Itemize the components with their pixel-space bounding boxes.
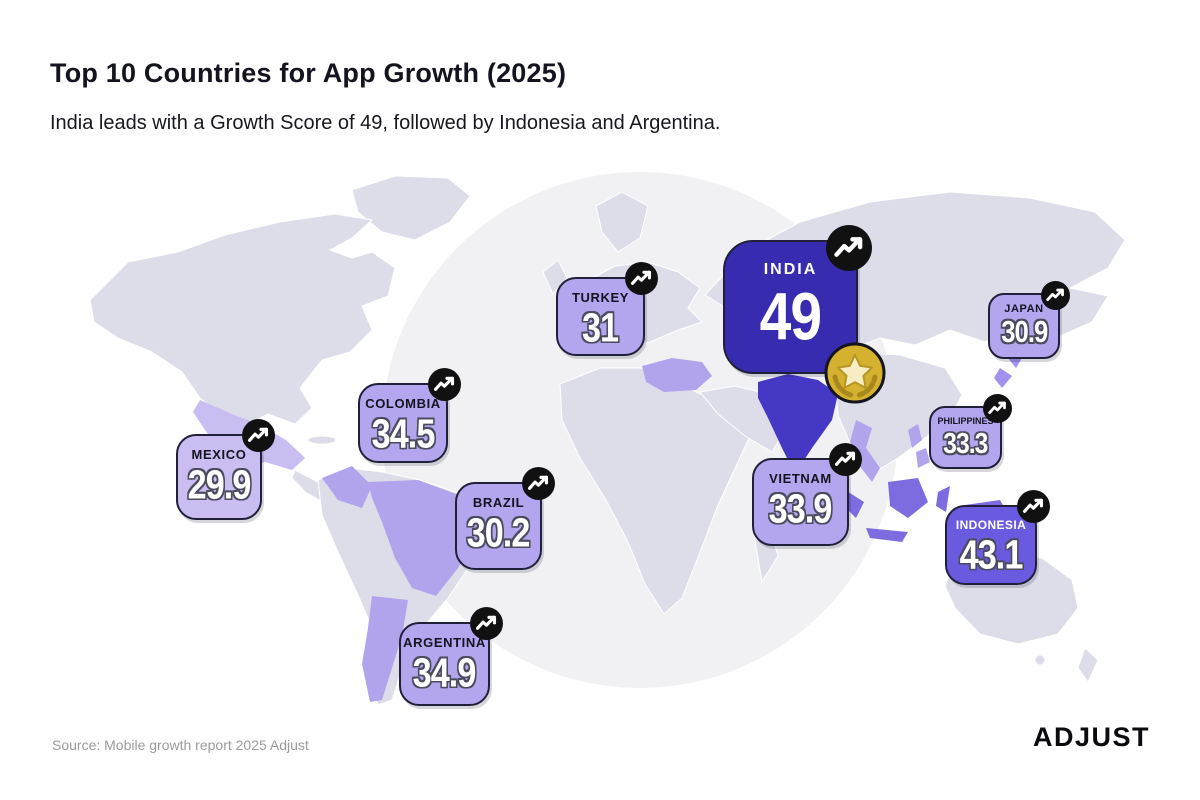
country-label: INDIA <box>763 261 818 278</box>
map-middle-east <box>699 385 793 453</box>
trending-up-icon <box>470 607 503 640</box>
badge-brazil: BRAZIL 30.2 <box>455 467 555 570</box>
badge-turkey: TURKEY 31 <box>556 262 658 356</box>
map-tasmania <box>1034 654 1046 666</box>
badge-colombia: COLOMBIA 34.5 <box>358 368 461 463</box>
trending-up-icon <box>242 419 275 452</box>
map-colombia <box>322 466 372 508</box>
growth-score: 29.9 <box>187 461 252 508</box>
trending-up-icon <box>983 394 1012 423</box>
map-north-america <box>89 213 396 427</box>
map-philippines-south <box>916 448 930 468</box>
growth-score: 34.5 <box>371 410 436 457</box>
badge-indonesia: INDONESIA 43.1 <box>945 490 1050 585</box>
growth-score: 30.2 <box>467 509 531 556</box>
source-note: Source: Mobile growth report 2025 Adjust <box>52 737 309 753</box>
country-label: JAPAN <box>1004 303 1044 315</box>
page-title: Top 10 Countries for App Growth (2025) <box>50 58 567 88</box>
map-greenland <box>351 175 471 241</box>
badge-argentina: ARGENTINA 34.9 <box>399 607 503 706</box>
growth-score: 43.1 <box>959 531 1024 578</box>
gold-medal-star-icon <box>823 341 887 405</box>
page-subtitle: India leads with a Growth Score of 49, f… <box>50 112 721 134</box>
growth-score: 34.9 <box>413 649 477 696</box>
badge-vietnam: VIETNAM 33.9 <box>752 443 862 546</box>
badge-mexico: MEXICO 29.9 <box>176 419 275 520</box>
country-label: PHILIPPINES <box>937 416 994 426</box>
map-new-zealand <box>1077 647 1099 683</box>
country-label: TURKEY <box>571 290 630 305</box>
trending-up-icon <box>522 467 555 500</box>
country-label: MEXICO <box>191 447 247 462</box>
map-central-america <box>291 469 339 507</box>
badge-japan: JAPAN 30.9 <box>988 281 1070 359</box>
trending-up-icon <box>428 368 461 401</box>
map-highlights <box>193 300 1046 702</box>
growth-score: 31 <box>582 304 619 351</box>
country-label: COLOMBIA <box>365 396 441 411</box>
country-label: BRAZIL <box>472 495 525 510</box>
map-caribbean <box>307 435 337 445</box>
trending-up-icon <box>829 443 862 476</box>
trending-up-icon <box>625 262 658 295</box>
trending-up-icon <box>826 225 872 271</box>
country-label: VIETNAM <box>769 471 832 486</box>
country-label: ARGENTINA <box>403 635 486 650</box>
growth-score: 49 <box>759 278 822 354</box>
growth-score: 30.9 <box>1000 315 1048 349</box>
trending-up-icon <box>1017 490 1050 523</box>
map-africa <box>559 367 756 615</box>
growth-score: 33.3 <box>943 426 988 460</box>
badge-india: INDIA 49 <box>723 225 886 404</box>
map-philippines-north <box>908 424 922 448</box>
country-label: INDONESIA <box>955 518 1027 532</box>
adjust-logo: ADJUST <box>1032 722 1150 752</box>
map-turkey <box>642 358 712 392</box>
growth-score: 33.9 <box>769 485 833 532</box>
map-scandinavia <box>595 191 649 253</box>
badge-philippines: PHILIPPINES 33.3 <box>929 394 1012 469</box>
trending-up-icon <box>1041 281 1070 310</box>
